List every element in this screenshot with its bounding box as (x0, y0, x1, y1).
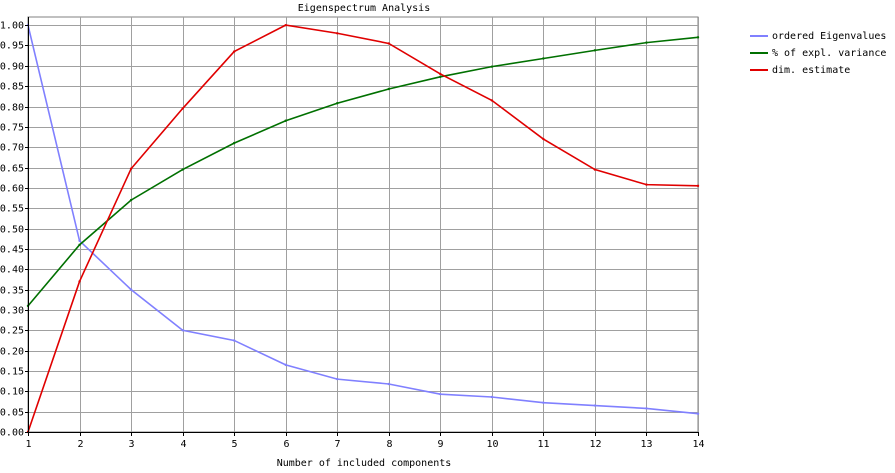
grid (27, 16, 699, 433)
series-3-point (284, 23, 287, 27)
series-1-point (232, 339, 236, 342)
series-1-point (78, 239, 81, 242)
series-2-point (232, 141, 236, 145)
series-line-1 (27, 24, 699, 415)
x-tick-label: 1 (25, 439, 31, 450)
y-tick-label: 0.20 (0, 347, 24, 358)
x-tick-label: 14 (692, 439, 704, 450)
x-tick-label: 8 (386, 439, 392, 450)
series-2-point (387, 87, 390, 91)
y-tick-label: 0.00 (0, 428, 24, 439)
y-tick-label: 0.70 (0, 143, 24, 154)
series-1-point (439, 392, 442, 396)
y-tick-label: 0.25 (0, 326, 24, 337)
series-2-point (593, 49, 597, 52)
series-3-point (542, 137, 545, 141)
series-1-point (336, 377, 339, 381)
y-tick-label: 0.80 (0, 103, 24, 114)
legend-label-1: ordered Eigenvalues (772, 31, 886, 42)
series-3-point (439, 72, 442, 76)
series-2-point (284, 119, 287, 122)
series-3-point (336, 32, 339, 35)
series-2-point (336, 102, 339, 105)
legend: ordered Eigenvalues % of expl. variance di… (750, 31, 886, 76)
x-tick-label: 5 (231, 439, 237, 450)
y-tick-label: 0.15 (0, 367, 24, 378)
series-1-point (181, 329, 184, 332)
series-3-point (129, 167, 133, 170)
series-3-point (490, 99, 494, 102)
x-axis-label: Number of included components (277, 458, 452, 469)
series-1-point (593, 404, 597, 407)
series-1-point (284, 363, 287, 367)
series-3-point (78, 280, 81, 283)
series-layer (26, 23, 700, 434)
series-line-3 (27, 24, 699, 433)
x-tick-label: 2 (77, 439, 83, 450)
x-tick-label: 3 (128, 439, 134, 450)
series-3-point (181, 107, 184, 110)
series-1-point (542, 401, 545, 404)
y-tick-label: 1.00 (0, 21, 24, 32)
series-1-point (645, 407, 648, 410)
series-3-point (645, 183, 648, 186)
x-tick-label: 12 (589, 439, 601, 450)
series-3-point (593, 168, 597, 171)
y-tick-label: 0.50 (0, 225, 24, 236)
x-tick-label: 6 (283, 439, 289, 450)
y-tick-label: 0.30 (0, 306, 24, 317)
series-line-2 (27, 36, 699, 307)
x-tick-label: 13 (640, 439, 652, 450)
x-tick-label: 7 (334, 439, 340, 450)
x-tick-label: 10 (486, 439, 498, 450)
series-2-point (181, 168, 184, 171)
x-tick-label: 9 (437, 439, 443, 450)
y-tick-label: 0.85 (0, 82, 24, 93)
x-tick-label: 11 (537, 439, 549, 450)
y-tick-label: 0.60 (0, 184, 24, 195)
y-tick-label: 0.55 (0, 204, 24, 215)
y-tick-label: 0.45 (0, 245, 24, 256)
chart-title: Eigenspectrum Analysis (298, 3, 430, 14)
y-tick-label: 0.10 (0, 387, 24, 398)
axes: 0.00 0.05 0.10 0.15 0.20 0.25 0.30 0.35 0.40 0.45… (0, 17, 705, 450)
legend-label-3: dim. estimate (772, 65, 850, 76)
y-tick-label: 0.90 (0, 62, 24, 73)
y-tick-label: 0.65 (0, 164, 24, 175)
series-1-point (490, 395, 494, 399)
y-tick-label: 0.05 (0, 408, 24, 419)
y-tick-label: 0.40 (0, 265, 24, 276)
series-2-point (696, 36, 700, 39)
series-2-point (490, 65, 494, 68)
series-2-point (645, 41, 648, 44)
series-1-point (129, 288, 133, 291)
series-1-point (696, 412, 700, 415)
series-3-point (387, 42, 390, 45)
legend-label-2: % of expl. variance (772, 48, 886, 59)
y-tick-label: 0.75 (0, 123, 24, 134)
y-tick-label: 0.35 (0, 286, 24, 297)
series-2-point (439, 75, 442, 79)
series-3-point (696, 184, 700, 188)
series-1-point (387, 382, 390, 386)
series-2-point (78, 243, 81, 247)
series-2-point (542, 57, 545, 60)
series-2-point (129, 198, 133, 202)
y-tick-label: 0.95 (0, 41, 24, 52)
series-3-point (232, 50, 236, 53)
plot-area (27, 16, 699, 433)
x-tick-label: 4 (180, 439, 186, 450)
